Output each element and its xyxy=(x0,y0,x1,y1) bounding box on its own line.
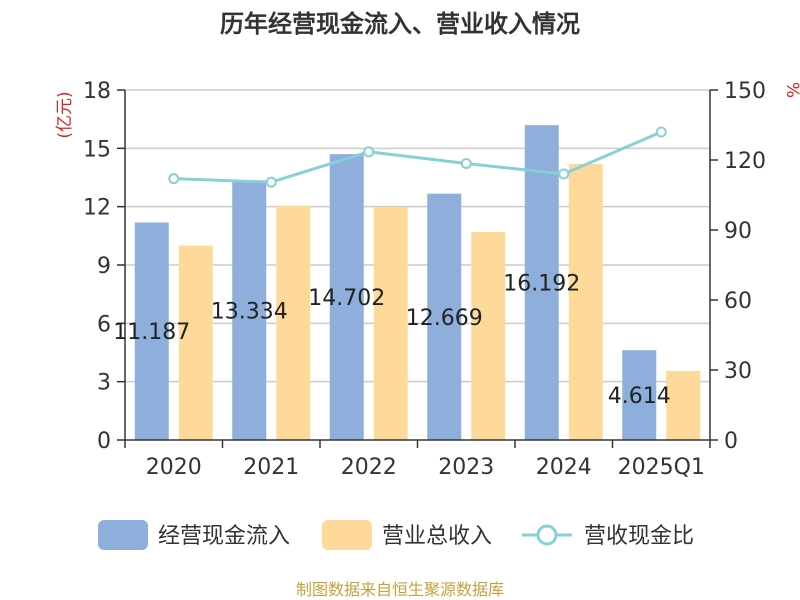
bar-cash-inflow xyxy=(134,222,169,440)
legend-label-ratio: 营收现金比 xyxy=(584,524,694,549)
right-tick-label: 150 xyxy=(724,79,766,104)
left-tick-label: 6 xyxy=(97,312,111,337)
legend-swatch-cash-inflow xyxy=(98,520,148,550)
bar-value-label: 13.334 xyxy=(211,299,288,324)
chart-title: 历年经营现金流入、营业收入情况 xyxy=(220,10,580,38)
legend: 经营现金流入 营业总收入 营收现金比 xyxy=(98,520,694,550)
bar-value-label: 11.187 xyxy=(113,320,190,345)
bar-cash-inflow xyxy=(329,154,364,440)
bar-cash-inflow xyxy=(524,125,559,441)
bars xyxy=(134,125,701,441)
source-note: 制图数据来自恒生聚源数据库 xyxy=(296,580,504,599)
x-tick-label: 2022 xyxy=(341,455,397,480)
bar-cash-inflow xyxy=(622,350,657,440)
x-tick-label: 2024 xyxy=(536,455,592,480)
bar-value-label: 12.669 xyxy=(406,306,483,331)
bar-revenue xyxy=(666,370,701,440)
bar-value-label: 16.192 xyxy=(503,272,580,297)
ratio-point xyxy=(265,176,277,188)
grid xyxy=(125,89,710,383)
bar-revenue xyxy=(373,207,408,440)
bar-revenue xyxy=(471,231,506,440)
ratio-point xyxy=(363,146,375,158)
bar-revenue xyxy=(276,205,311,440)
left-tick-label: 18 xyxy=(83,79,111,104)
bar-cash-inflow xyxy=(232,180,267,440)
legend-swatch-revenue xyxy=(322,520,372,550)
ratio-point xyxy=(558,168,570,180)
legend-label-revenue: 营业总收入 xyxy=(382,524,492,549)
left-axis-unit: (亿元) xyxy=(55,91,75,138)
bar-labels: 11.187 13.334 14.702 12.669 16.192 4.614 xyxy=(113,272,670,410)
right-tick-label: 60 xyxy=(724,289,752,314)
ratio-line xyxy=(168,126,667,188)
x-tick-label: 2023 xyxy=(438,455,494,480)
x-tick-label: 2020 xyxy=(146,455,202,480)
bar-cash-inflow xyxy=(427,193,462,440)
legend-label-cash-inflow: 经营现金流入 xyxy=(158,524,290,549)
right-tick-label: 30 xyxy=(724,359,752,384)
ratio-point xyxy=(168,173,180,185)
bar-value-label: 14.702 xyxy=(308,286,385,311)
left-tick-label: 9 xyxy=(97,254,111,279)
left-tick-label: 12 xyxy=(83,196,111,221)
ratio-point xyxy=(655,126,667,138)
right-axis-unit: % xyxy=(782,82,800,98)
right-tick-label: 90 xyxy=(724,219,752,244)
ratio-polyline xyxy=(173,130,662,184)
left-tick-label: 15 xyxy=(83,137,111,162)
left-tick-label: 3 xyxy=(97,371,111,396)
bar-value-label: 4.614 xyxy=(608,384,671,409)
right-tick-label: 120 xyxy=(724,149,766,174)
ratio-point xyxy=(460,158,472,169)
legend-marker-ratio xyxy=(536,524,558,546)
x-tick-label: 2025Q1 xyxy=(618,455,705,480)
right-tick-label: 0 xyxy=(724,429,738,454)
bar-revenue xyxy=(178,245,213,440)
bar-revenue xyxy=(568,163,603,440)
axes: 0 3 6 9 12 15 18 0 30 60 90 120 150 2020 2021 2022 2023 2… xyxy=(83,79,766,480)
left-tick-label: 0 xyxy=(97,429,111,454)
x-tick-label: 2021 xyxy=(243,455,299,480)
